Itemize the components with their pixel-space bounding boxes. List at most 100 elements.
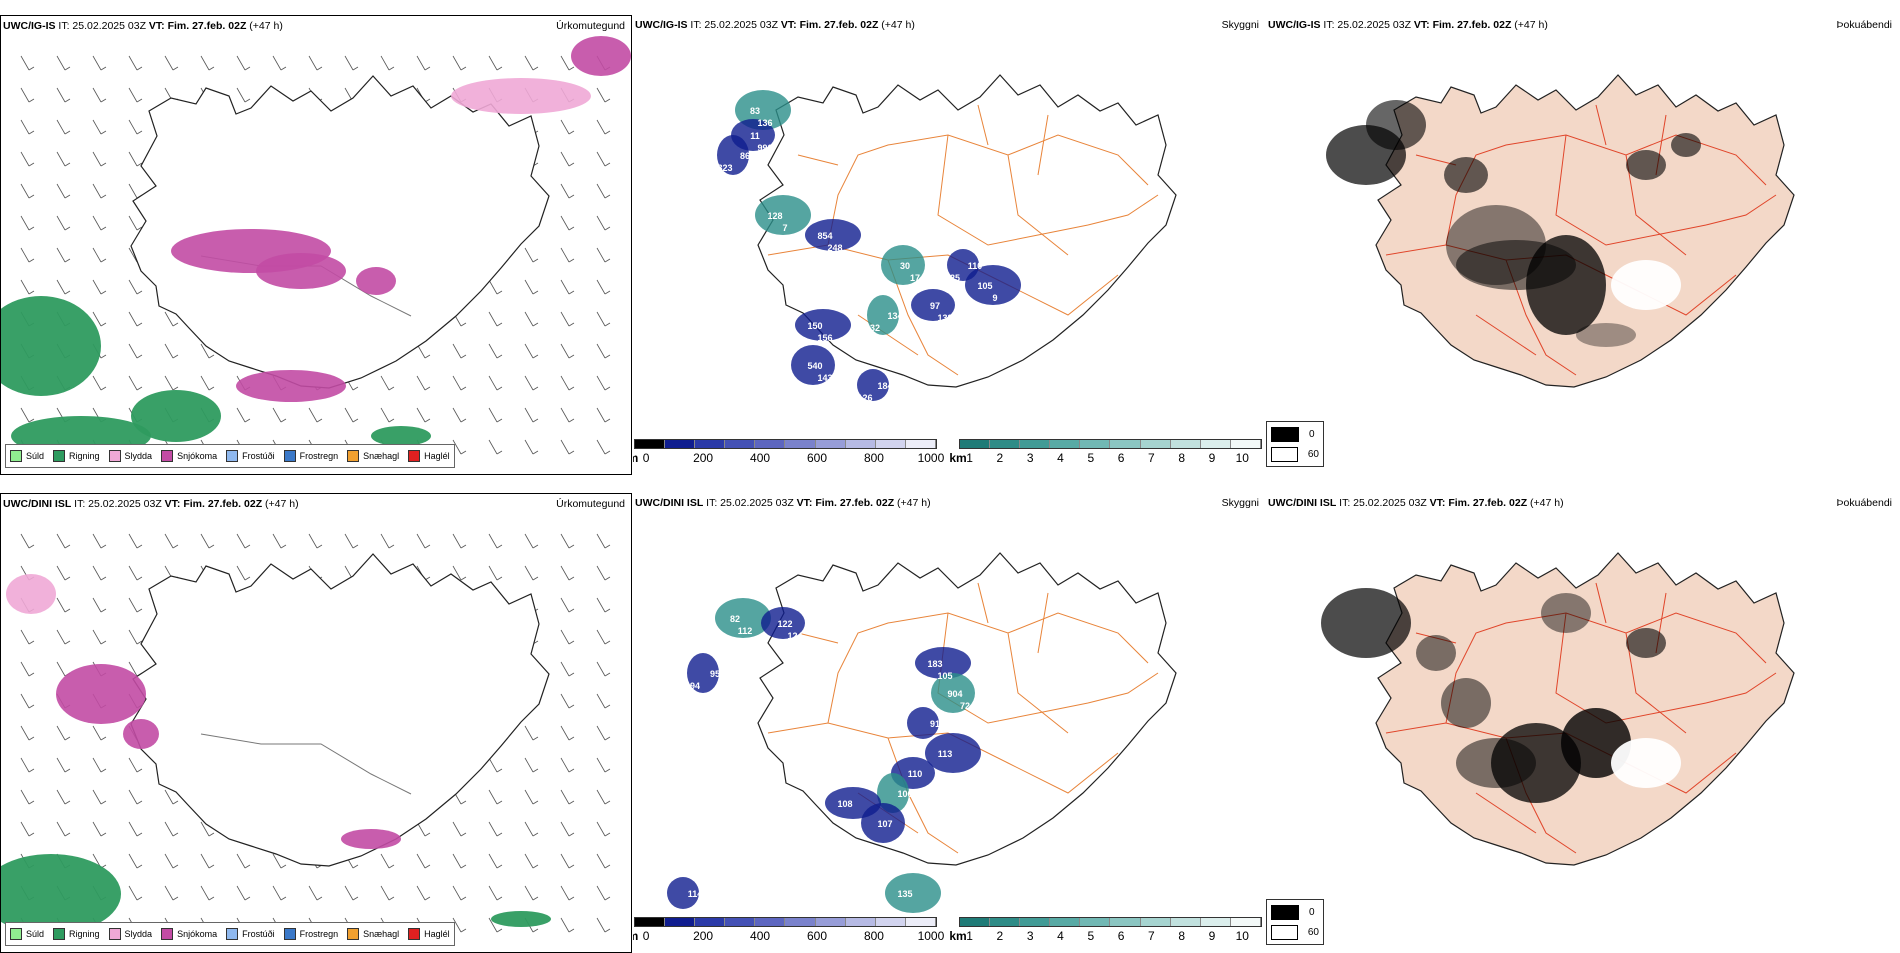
glacier <box>1611 260 1681 310</box>
legend-item: Rigning <box>53 450 100 462</box>
snow-area <box>236 370 346 402</box>
colorbar-segment <box>1230 440 1261 448</box>
legend-swatch <box>226 928 239 940</box>
cloud-area <box>805 219 861 251</box>
glacier <box>1611 738 1681 788</box>
legend-item: Snæhagl <box>347 928 399 940</box>
cloud-area <box>795 309 851 341</box>
colorbar-tick: 1 <box>966 929 973 943</box>
snow-area <box>571 36 631 76</box>
cloud-base-label: 94 <box>690 681 700 691</box>
colorbar-segment <box>1080 918 1111 926</box>
legend-item: Súld <box>10 450 44 462</box>
cloud-area <box>857 369 889 401</box>
snow-area <box>56 664 146 724</box>
cloud-base-label: 82 <box>730 614 740 624</box>
colorbar-tick: 9 <box>1208 929 1216 943</box>
colorbar-tick: 200 <box>693 451 714 465</box>
river <box>200 733 412 795</box>
sleet-area <box>6 574 56 614</box>
cloud-base-label: 86 <box>740 151 750 161</box>
fog-legend: 0 60 <box>1266 899 1324 945</box>
visibility-panel-row2: 82 122 95 183 904 91 113 110 106 108 107 114 135 112 1… <box>633 493 1265 953</box>
cloud-base-label: 7 <box>782 223 787 233</box>
legend-item: Snæhagl <box>347 450 399 462</box>
valid-time: VT: Fim. 27.feb. 02Z <box>1429 497 1528 509</box>
init-time: IT: 25.02.2025 03Z <box>706 497 794 509</box>
colorbar-segment <box>725 918 756 926</box>
cloud-base-label: 17 <box>910 273 920 283</box>
colorbar-tick: 10 <box>1235 929 1249 943</box>
legend-label: Haglél <box>424 451 450 461</box>
legend-swatch <box>108 450 121 462</box>
valid-time: VT: Fim. 27.feb. 02Z <box>1413 19 1512 31</box>
colorbar-tick: 200 <box>693 929 714 943</box>
rain-area <box>1 296 101 396</box>
colorbar-segment <box>845 918 876 926</box>
colorbar-segment <box>960 918 991 926</box>
colorbar-segment <box>1170 440 1201 448</box>
colorbar-tick: 9 <box>1208 451 1216 465</box>
cloud-area <box>885 873 941 913</box>
iceland-coastline <box>130 75 550 389</box>
colorbar-tick: 400 <box>750 451 771 465</box>
cloud-area <box>667 877 699 909</box>
legend-swatch <box>10 450 22 462</box>
cloud-base-label: 110 <box>908 769 923 779</box>
colorbar-tick: 6 <box>1117 929 1125 943</box>
model-name: UWC/DINI ISL <box>635 497 704 509</box>
colorbar-tick: 4 <box>1057 451 1064 465</box>
cloud-base-label: 143 <box>817 373 832 383</box>
cloud-base-colorbar: m02004006008001000 <box>633 917 944 949</box>
colorbar-segment <box>990 440 1021 448</box>
colorbar-tick: 7 <box>1148 451 1155 465</box>
iceland-coastline <box>1375 552 1795 866</box>
panel-header: UWC/IG-IS IT: 25.02.2025 03Z VT: Fim. 27… <box>635 17 1261 33</box>
cloud-base-label: 112 <box>738 626 753 636</box>
snow-area <box>123 719 159 749</box>
init-time: IT: 25.02.2025 03Z <box>1323 19 1411 31</box>
colorbar-tick: 4 <box>1057 929 1064 943</box>
fog-shading <box>1321 588 1666 803</box>
colorbar-segment <box>1080 440 1111 448</box>
cloud-base-label: 150 <box>807 321 822 331</box>
rain-area <box>371 426 431 446</box>
init-time: IT: 25.02.2025 03Z <box>1339 497 1427 509</box>
panel-header: UWC/DINI ISL IT: 25.02.2025 03Z VT: Fim.… <box>3 496 627 512</box>
colorbar-segment <box>905 440 936 448</box>
legend-item: Snjókoma <box>161 928 217 940</box>
visibility-colorbar: km 1 2 3 4 5 6 7 8 9 10 <box>949 439 1262 471</box>
panel-header: UWC/DINI ISL IT: 25.02.2025 03Z VT: Fim.… <box>1268 495 1894 511</box>
colorbar-segment <box>1020 440 1051 448</box>
colorbar-tick: 1 <box>966 451 973 465</box>
lead-time: (+47 h) <box>897 497 931 509</box>
legend-label: Slydda <box>124 929 153 939</box>
colorbar-tick: 3 <box>1026 451 1034 465</box>
cloud-base-label: 95 <box>710 669 720 679</box>
colorbar-tick: 2 <box>996 929 1004 943</box>
cloud-base-label: 25 <box>950 273 960 283</box>
panel-header: UWC/IG-IS IT: 25.02.2025 03Z VT: Fim. 27… <box>1268 17 1894 33</box>
cloud-base-label: 11 <box>750 131 760 141</box>
cloud-area <box>877 773 909 813</box>
cloud-base-label: 184 <box>877 381 892 391</box>
legend-item: Haglél <box>408 928 450 940</box>
valid-time: VT: Fim. 27.feb. 02Z <box>780 19 879 31</box>
legend-item: Snjókoma <box>161 450 217 462</box>
cloud-area <box>715 598 771 638</box>
colorbar-segment <box>665 918 696 926</box>
cloud-base-label: 107 <box>877 819 892 829</box>
cloud-area <box>717 135 749 175</box>
colorbar-tick: 400 <box>750 929 771 943</box>
colorbar-segment <box>695 918 726 926</box>
panel-title: Skyggni <box>1221 19 1259 31</box>
colorbar-segment <box>635 918 666 926</box>
colorbar-tick: 800 <box>863 451 884 465</box>
precip-map-1 <box>1 36 631 456</box>
panel-title: Þokuábendi <box>1836 497 1892 509</box>
colorbar-segment <box>845 440 876 448</box>
colorbar-tick: 1000 <box>917 451 945 465</box>
cloud-area <box>925 733 981 773</box>
colorbar-segment <box>875 918 906 926</box>
